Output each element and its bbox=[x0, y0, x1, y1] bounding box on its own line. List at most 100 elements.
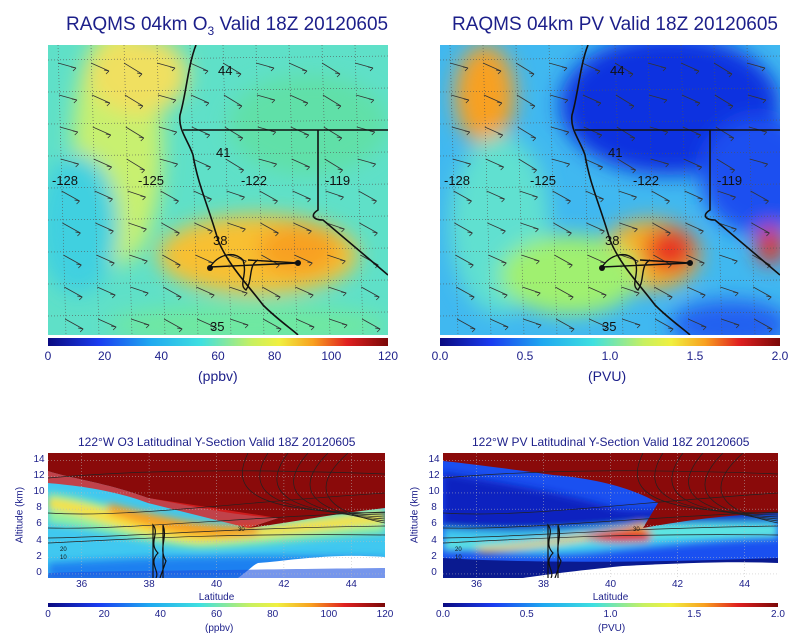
pv-section-units: (PVU) bbox=[598, 623, 626, 634]
contour-line bbox=[443, 492, 778, 515]
y-tick-label: 0 bbox=[36, 566, 42, 578]
grid-line bbox=[222, 45, 232, 335]
arrowhead bbox=[272, 199, 278, 205]
wind-arrow bbox=[750, 190, 769, 202]
wind-arrow bbox=[687, 318, 707, 328]
lat-label: 44 bbox=[218, 63, 232, 78]
arrowhead bbox=[306, 229, 312, 235]
colorbar-tick-label: 40 bbox=[154, 349, 169, 363]
grid-line bbox=[647, 45, 657, 335]
wind-arrow bbox=[225, 158, 244, 171]
grid-line bbox=[48, 311, 388, 317]
arrowhead bbox=[534, 259, 540, 265]
contour-line bbox=[654, 453, 778, 516]
wind-arrow bbox=[95, 222, 114, 232]
o3-section-colorbar bbox=[48, 603, 385, 607]
arrowhead bbox=[209, 293, 215, 299]
flight-endpoint bbox=[599, 265, 605, 271]
wind-arrow bbox=[97, 318, 117, 328]
wind-arrow bbox=[486, 190, 505, 200]
arrowhead bbox=[141, 227, 147, 233]
wind-arrow bbox=[94, 190, 113, 200]
grid-line bbox=[440, 311, 780, 317]
arrowhead bbox=[762, 162, 768, 168]
wind-arrow bbox=[191, 126, 210, 136]
arrowhead bbox=[309, 325, 315, 331]
arrowhead bbox=[761, 130, 768, 136]
arrowhead bbox=[108, 229, 114, 235]
arrowhead bbox=[71, 98, 78, 104]
arrowhead bbox=[73, 162, 79, 168]
arrowhead bbox=[662, 130, 669, 136]
arrowhead bbox=[660, 66, 667, 72]
arrowhead bbox=[532, 195, 538, 201]
colorbar-tick-label: 0.0 bbox=[431, 349, 449, 363]
grid-line bbox=[354, 45, 364, 335]
arrowhead bbox=[269, 98, 276, 104]
arrowhead bbox=[501, 261, 507, 267]
wind-arrow bbox=[489, 286, 508, 296]
wind-arrow bbox=[96, 254, 115, 264]
contour-line bbox=[671, 453, 778, 518]
y-tick-label: 10 bbox=[428, 485, 440, 497]
grid-line bbox=[614, 45, 624, 335]
wind-arrow bbox=[484, 126, 503, 136]
colorbar-tick-label: 1.5 bbox=[687, 609, 702, 620]
state-border bbox=[575, 129, 780, 276]
arrowhead bbox=[374, 295, 380, 301]
wind-arrow bbox=[62, 222, 81, 234]
colorbar-tick-label: 0.0 bbox=[436, 609, 450, 620]
arrowhead bbox=[632, 227, 638, 233]
wind-arrow bbox=[190, 94, 210, 104]
wind-arrow bbox=[189, 62, 209, 72]
contour-line bbox=[720, 453, 778, 524]
grid-line bbox=[156, 45, 166, 335]
arrowhead bbox=[531, 168, 537, 174]
y-axis-label: Altitude (km) bbox=[409, 486, 421, 544]
y-tick-label: 10 bbox=[33, 485, 45, 497]
arrowhead bbox=[731, 227, 737, 233]
wind-arrow bbox=[554, 254, 573, 266]
wind-arrow bbox=[124, 94, 144, 107]
arrowhead bbox=[375, 327, 381, 333]
arrowhead bbox=[372, 231, 378, 237]
grid-line bbox=[440, 87, 780, 93]
arrowhead bbox=[634, 291, 640, 297]
arrowhead bbox=[730, 195, 736, 201]
wind-arrow bbox=[288, 62, 308, 72]
arrowhead bbox=[340, 259, 346, 265]
arrowhead bbox=[169, 66, 176, 72]
y-tick-label: 12 bbox=[33, 469, 45, 481]
pv-section-overlay: 20 10 30 bbox=[443, 453, 778, 578]
wind-arrow bbox=[652, 222, 671, 234]
y-tick-label: 2 bbox=[431, 550, 437, 562]
contour-label: 20 bbox=[60, 547, 67, 553]
wind-arrow bbox=[163, 318, 183, 330]
arrowhead bbox=[275, 295, 281, 301]
wind-arrow bbox=[651, 190, 670, 202]
colorbar-tick-label: 60 bbox=[210, 609, 223, 620]
arrowhead bbox=[203, 101, 210, 107]
wind-arrow bbox=[555, 318, 575, 330]
wind-arrow bbox=[161, 222, 180, 234]
grid-line bbox=[482, 45, 492, 335]
arrowhead bbox=[367, 66, 374, 72]
arrowhead bbox=[136, 72, 143, 78]
arrowhead bbox=[463, 98, 470, 104]
arrowhead bbox=[305, 197, 311, 203]
arrowhead bbox=[667, 295, 673, 301]
o3-section-units: (ppbv) bbox=[205, 623, 234, 634]
colorbar-tick-label: 120 bbox=[377, 349, 399, 363]
arrowhead bbox=[467, 231, 473, 237]
grid-line bbox=[746, 45, 756, 335]
wind-arrow bbox=[126, 158, 145, 171]
grid-line bbox=[90, 45, 100, 335]
arrowhead bbox=[464, 130, 471, 136]
arrowhead bbox=[602, 325, 608, 331]
flight-curtain bbox=[152, 523, 167, 578]
pv-map-title: RAQMS 04km PV Valid 18Z 20120605 bbox=[452, 14, 778, 35]
arrowhead bbox=[104, 101, 111, 107]
wind-arrow bbox=[488, 254, 507, 264]
wind-arrow bbox=[654, 286, 673, 298]
wind-arrow bbox=[292, 190, 311, 200]
